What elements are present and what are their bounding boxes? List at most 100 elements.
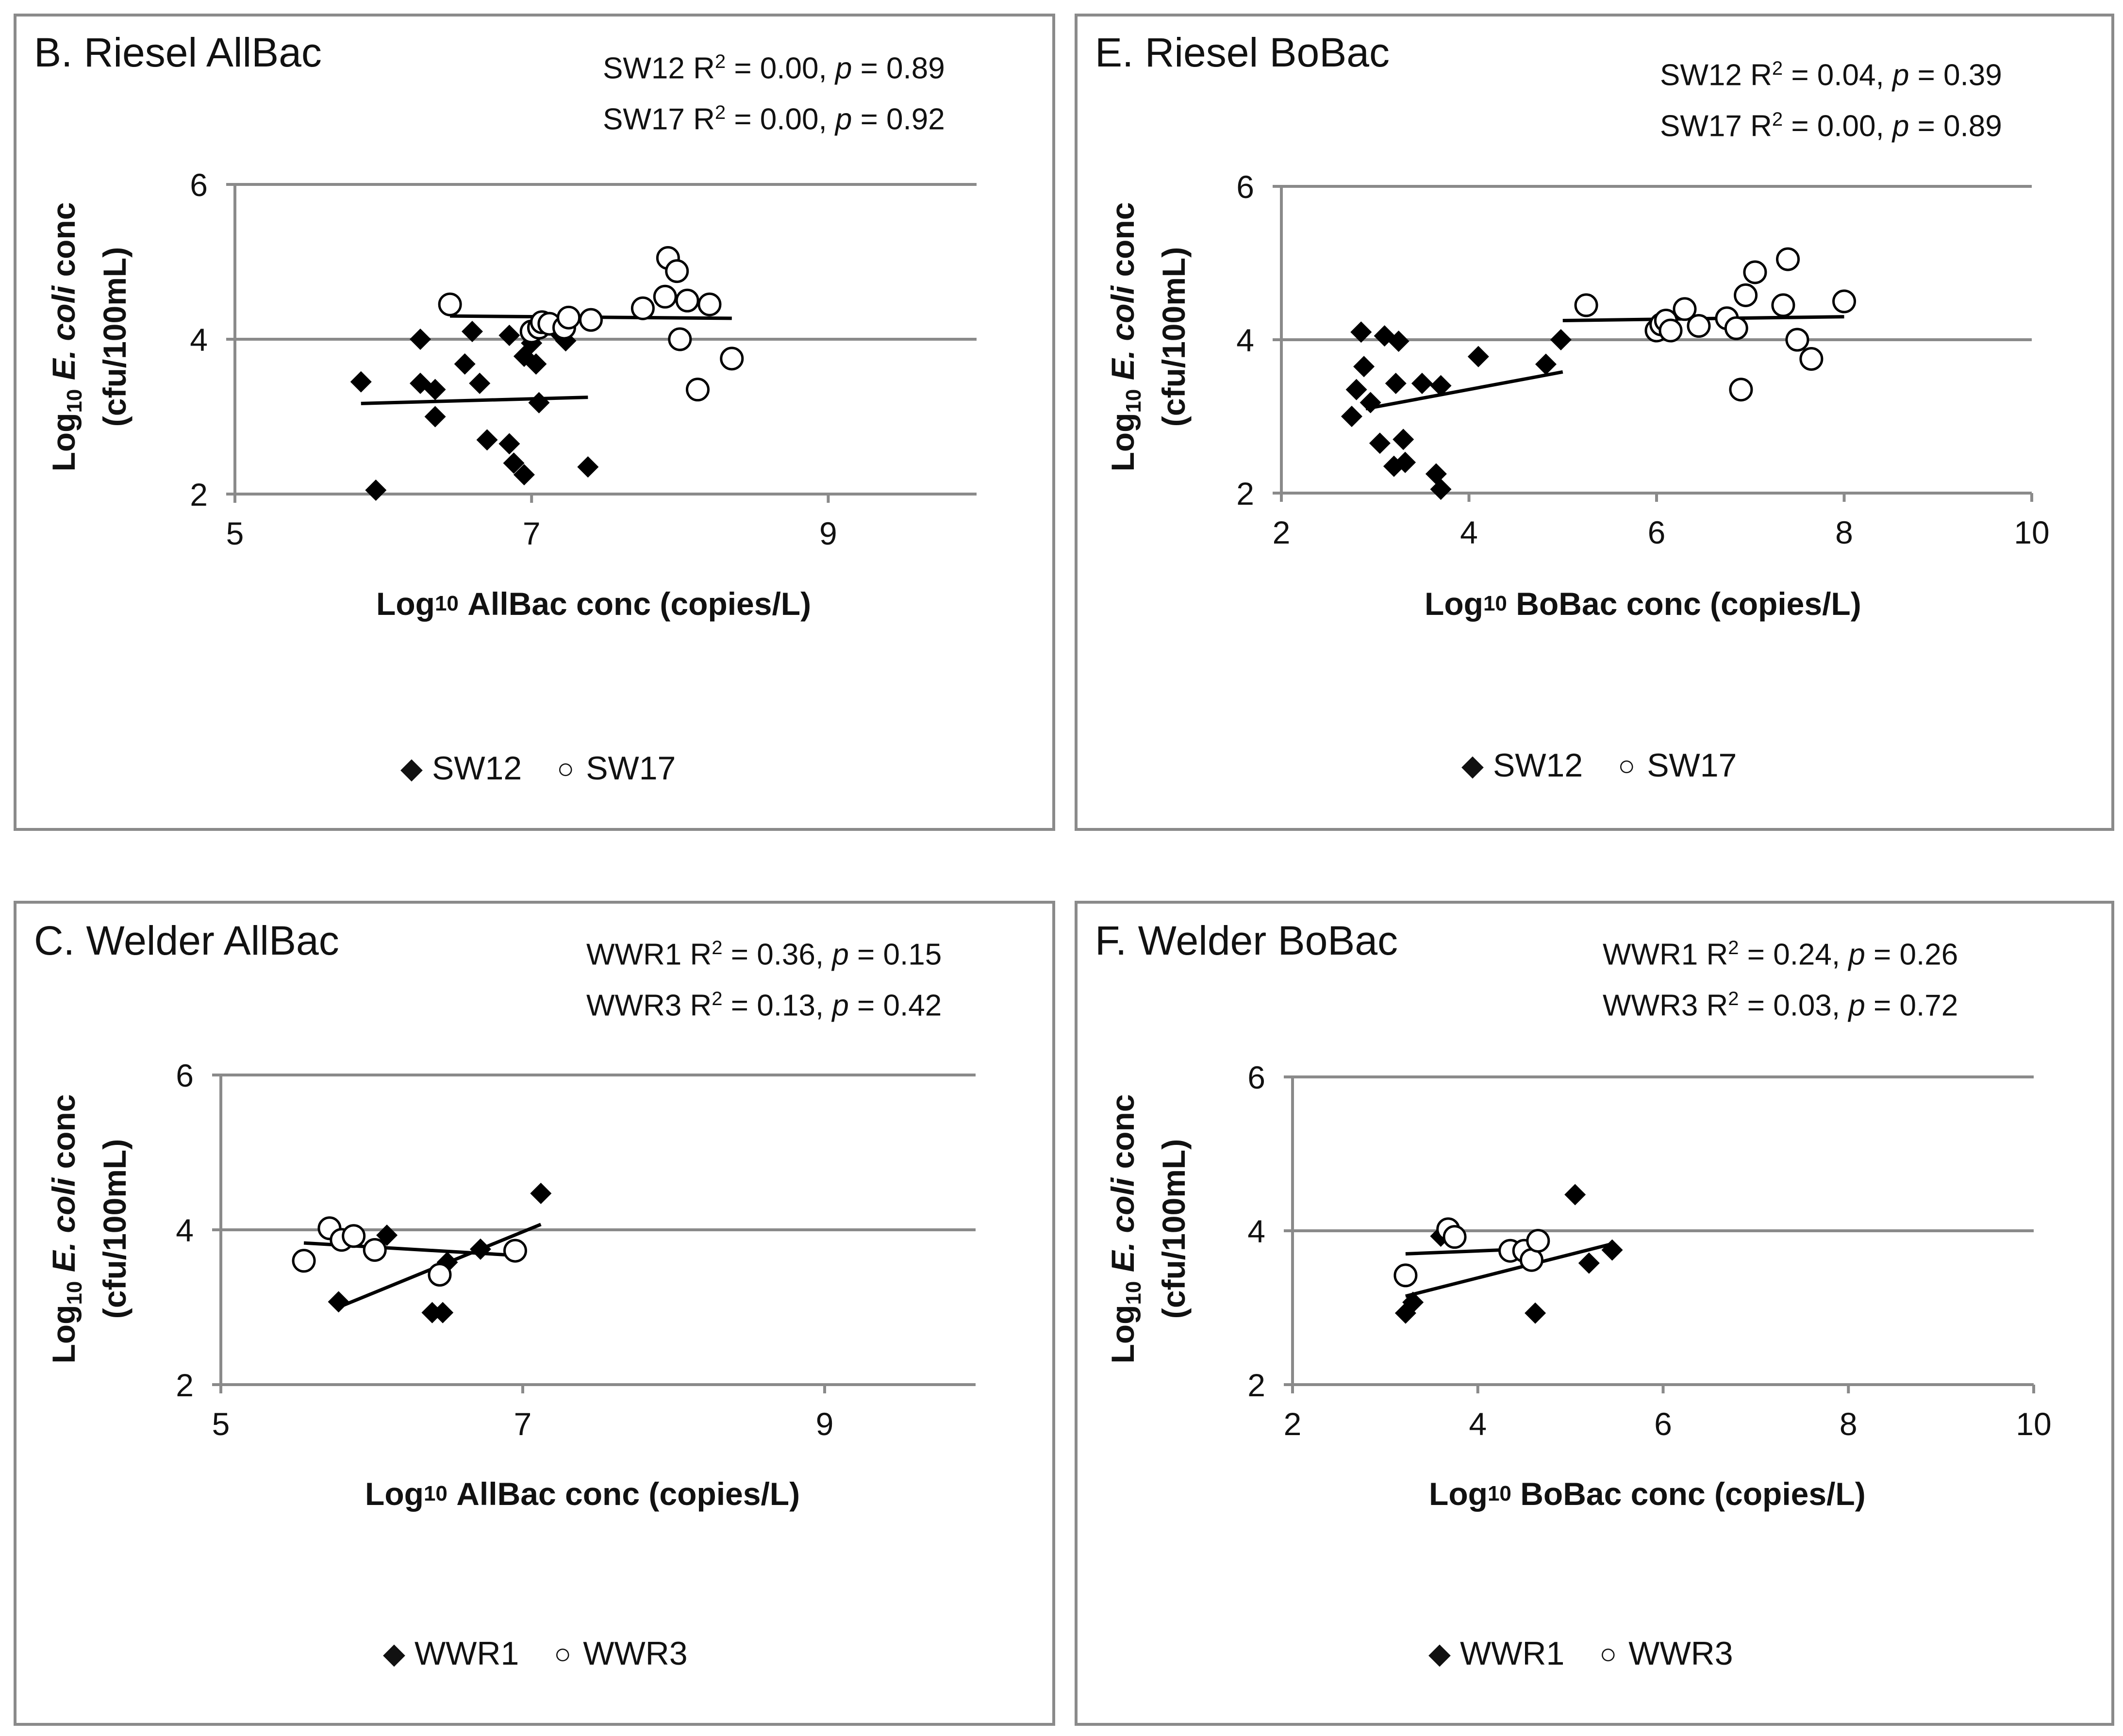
- data-point-sw17: [1771, 293, 1795, 317]
- data-point-sw17: [1832, 289, 1856, 314]
- data-point-sw12: [1388, 331, 1410, 352]
- stats-line-1: SW12 R2 = 0.00, p = 0.89: [603, 51, 945, 85]
- data-point-sw17: [1687, 314, 1711, 338]
- data-point-sw12: [1535, 353, 1557, 375]
- data-point-wwr3: [292, 1249, 316, 1273]
- x-tick-label: 6: [1648, 514, 1666, 550]
- stats-line-1: WWR1 R2 = 0.36, p = 0.15: [586, 937, 942, 972]
- y-tick-label: 2: [1236, 476, 1254, 512]
- panel-title: C. Welder AllBac: [34, 918, 339, 963]
- trendline-sw12: [361, 396, 588, 405]
- filled-diamond-icon: ◆: [400, 752, 423, 784]
- data-point-wwr3: [503, 1239, 527, 1263]
- legend-item-wwr1: ◆ WWR1: [380, 1635, 519, 1672]
- legend-item-wwr3: ○ WWR3: [1593, 1635, 1733, 1672]
- panel-e: E. Riesel BoBac SW12 R2 = 0.04, p = 0.39…: [1075, 14, 2114, 831]
- open-circle-icon: ○: [1618, 749, 1636, 782]
- data-point-sw12: [1369, 432, 1391, 454]
- data-point-sw17: [685, 378, 710, 402]
- data-point-sw12: [454, 353, 476, 375]
- data-point-sw17: [1724, 316, 1748, 340]
- y-tick-label: 4: [1236, 322, 1254, 358]
- open-circle-icon: ○: [557, 752, 575, 785]
- data-point-sw12: [498, 325, 520, 347]
- trendline-wwr1: [1405, 1242, 1613, 1298]
- x-tick-label: 5: [212, 1406, 230, 1442]
- x-tick-label: 7: [514, 1406, 532, 1442]
- data-point-sw12: [1360, 392, 1381, 413]
- filled-diamond-icon: ◆: [1428, 1637, 1451, 1670]
- legend: ◆ SW12 ○ SW17: [1458, 746, 1766, 784]
- legend: ◆ WWR1 ○ WWR3: [1425, 1635, 1762, 1672]
- data-point-sw17: [1734, 283, 1758, 307]
- data-point-sw17: [653, 284, 677, 309]
- data-point-sw12: [1385, 373, 1407, 395]
- data-point-wwr3: [1393, 1263, 1418, 1288]
- x-tick-label: 10: [2016, 1406, 2051, 1442]
- y-tick-label: 2: [176, 1367, 194, 1403]
- x-tick-label: 2: [1273, 514, 1291, 550]
- data-point-sw17: [1729, 378, 1753, 402]
- data-point-wwr1: [432, 1302, 454, 1323]
- data-point-wwr3: [428, 1263, 452, 1287]
- x-axis-title: Log 10 AllBac conc (copies/L): [365, 1476, 800, 1512]
- x-tick-label: 9: [819, 515, 837, 551]
- data-point-sw12: [350, 371, 372, 393]
- data-point-sw17: [1673, 297, 1697, 321]
- data-point-wwr1: [1564, 1184, 1586, 1206]
- data-point-sw17: [1659, 318, 1683, 343]
- y-tick-label: 4: [190, 322, 208, 358]
- legend: ◆ WWR1 ○ WWR3: [380, 1635, 717, 1672]
- x-tick-label: 7: [523, 515, 541, 551]
- data-point-wwr1: [530, 1183, 552, 1205]
- data-point-sw17: [630, 296, 655, 320]
- y-tick-label: 2: [190, 477, 208, 513]
- stats-line-2: SW17 R2 = 0.00, p = 0.92: [603, 101, 945, 136]
- data-point-sw12: [1411, 373, 1433, 395]
- data-point-sw17: [579, 308, 603, 332]
- stats-line-2: WWR3 R2 = 0.03, p = 0.72: [1603, 988, 1958, 1023]
- y-tick-label: 6: [1236, 169, 1254, 205]
- data-point-sw12: [1430, 479, 1452, 500]
- y-tick-label: 2: [1247, 1367, 1265, 1403]
- stats-block: SW12 R2 = 0.00, p = 0.89 SW17 R2 = 0.00,…: [603, 40, 945, 141]
- data-point-wwr1: [1525, 1302, 1546, 1324]
- legend-item-wwr3: ○ WWR3: [548, 1635, 687, 1672]
- data-point-sw12: [498, 433, 520, 455]
- data-point-wwr1: [469, 1238, 491, 1260]
- panel-c: C. Welder AllBac WWR1 R2 = 0.36, p = 0.1…: [14, 901, 1055, 1726]
- y-tick-label: 6: [1247, 1059, 1265, 1095]
- data-point-sw12: [365, 479, 387, 501]
- y-tick-label: 4: [176, 1212, 194, 1248]
- data-point-wwr1: [328, 1291, 349, 1313]
- x-tick-label: 5: [226, 515, 244, 551]
- data-point-sw12: [528, 392, 550, 413]
- data-point-sw12: [1350, 321, 1372, 343]
- data-point-sw17: [720, 347, 744, 371]
- legend-item-sw12: ◆ SW12: [397, 749, 522, 787]
- data-point-sw12: [503, 452, 525, 474]
- data-point-sw12: [424, 406, 446, 428]
- legend-item-sw17: ○ SW17: [551, 749, 676, 787]
- data-point-wwr1: [1578, 1252, 1600, 1274]
- data-point-sw17: [1776, 247, 1800, 271]
- data-point-wwr1: [1601, 1239, 1623, 1261]
- panel-title: B. Riesel AllBac: [34, 30, 322, 75]
- data-point-sw12: [1430, 375, 1452, 397]
- data-point-sw12: [461, 321, 483, 343]
- data-point-wwr3: [363, 1238, 387, 1262]
- stats-line-1: SW12 R2 = 0.04, p = 0.39: [1660, 58, 2002, 92]
- x-tick-label: 8: [1840, 1406, 1858, 1442]
- data-point-sw12: [1341, 406, 1362, 427]
- filled-diamond-icon: ◆: [1461, 749, 1484, 781]
- legend-item-sw17: ○ SW17: [1612, 746, 1737, 784]
- x-tick-label: 6: [1654, 1406, 1672, 1442]
- data-point-sw17: [1785, 328, 1809, 352]
- y-tick-label: 6: [176, 1058, 194, 1093]
- stats-line-1: WWR1 R2 = 0.24, p = 0.26: [1603, 937, 1958, 972]
- data-point-sw12: [1353, 356, 1375, 378]
- panel-b: B. Riesel AllBac SW12 R2 = 0.00, p = 0.8…: [14, 14, 1055, 831]
- x-axis-title: Log 10 BoBac conc (copies/L): [1425, 586, 1861, 622]
- y-tick-label: 6: [190, 167, 208, 203]
